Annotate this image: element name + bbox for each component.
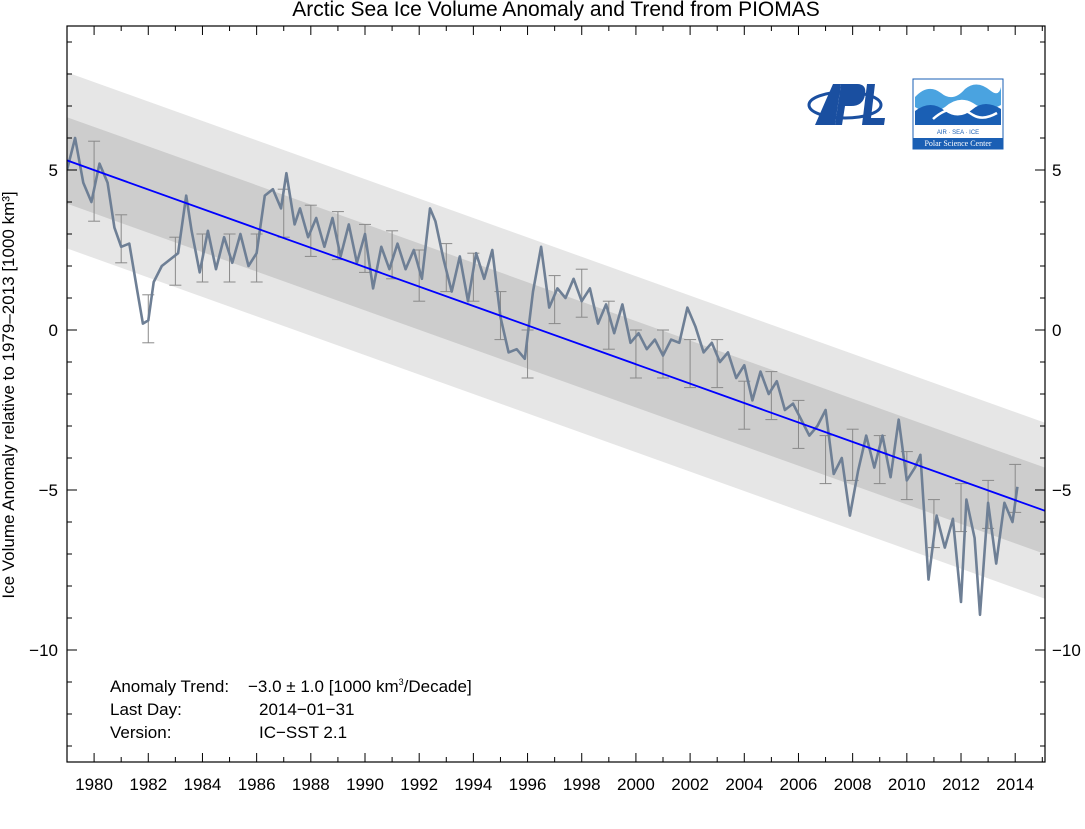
last-day-value: 2014−01−31: [259, 700, 355, 719]
error-bar: [711, 339, 724, 389]
error-bars: [88, 140, 1022, 549]
x-tick-label: 1996: [509, 775, 547, 794]
x-tick-label: 2012: [942, 775, 980, 794]
x-tick-label: 1992: [400, 775, 438, 794]
x-tick-label: 2002: [671, 775, 709, 794]
x-tick-label: 1988: [292, 775, 330, 794]
psc-name: Polar Science Center: [924, 139, 991, 148]
error-bar: [115, 214, 128, 264]
x-tick-label: 1990: [346, 775, 384, 794]
error-bar: [359, 223, 372, 273]
anomaly-series-line: [67, 136, 1019, 617]
x-axis: 1980 1982 1984 1986 1988 1990 1992 1994 1996 1998…: [66, 26, 1043, 794]
last-day-label: Last Day:: [110, 700, 182, 719]
error-bar: [765, 371, 778, 421]
trend-line: [67, 159, 1045, 512]
x-tick-label: 1984: [184, 775, 222, 794]
y-tick-label-right: 5: [1052, 161, 1061, 180]
x-tick-label: 2006: [780, 775, 818, 794]
error-bar: [602, 300, 615, 350]
x-tick-label: 1980: [75, 775, 113, 794]
version-label: Version:: [110, 723, 171, 742]
apl-logo-icon: [807, 84, 885, 125]
psc-tagline: AIR · SEA · ICE: [937, 130, 979, 136]
trend-value: −3.0 ± 1.0 [1000 km3/Decade]: [248, 677, 472, 696]
x-tick-label: 2004: [725, 775, 763, 794]
y-axis-label: Ice Volume Anomaly relative to 1979–2013…: [0, 191, 18, 598]
y-tick-label: 5: [49, 161, 58, 180]
error-bar: [548, 275, 561, 325]
y-tick-label: 0: [49, 321, 58, 340]
y-tick-label: −10: [29, 641, 58, 660]
y-tick-label: −5: [39, 481, 58, 500]
x-tick-label: 1998: [563, 775, 601, 794]
x-tick-label: 2000: [617, 775, 655, 794]
error-bar: [575, 268, 588, 318]
series-layer: [67, 136, 1019, 617]
x-tick-label: 2010: [888, 775, 926, 794]
version-value: IC−SST 2.1: [259, 723, 347, 742]
error-bar: [792, 399, 805, 449]
polar-science-center-logo: AIR · SEA · ICE Polar Science Center: [912, 78, 1004, 150]
y-tick-label-right: −10: [1052, 641, 1081, 660]
trend-unit: /Decade]: [404, 677, 472, 696]
trend-sup: 3: [399, 677, 404, 687]
y-axis: −10 −10 −5 −5 0 0 5 5: [29, 41, 1081, 747]
x-tick-label: 1982: [129, 775, 167, 794]
x-tick-label: 1994: [454, 775, 492, 794]
x-tick-label: 2008: [834, 775, 872, 794]
x-tick-label: 1986: [238, 775, 276, 794]
chart-title: Arctic Sea Ice Volume Anomaly and Trend …: [292, 0, 820, 21]
y-tick-label-right: −5: [1052, 481, 1071, 500]
error-bar: [684, 339, 697, 389]
error-bar: [88, 140, 101, 222]
trend-layer: [67, 159, 1045, 512]
error-bar: [413, 249, 426, 302]
trend-label: Anomaly Trend:: [110, 677, 229, 696]
x-tick-label: 2014: [996, 775, 1034, 794]
y-tick-label-right: 0: [1052, 321, 1061, 340]
